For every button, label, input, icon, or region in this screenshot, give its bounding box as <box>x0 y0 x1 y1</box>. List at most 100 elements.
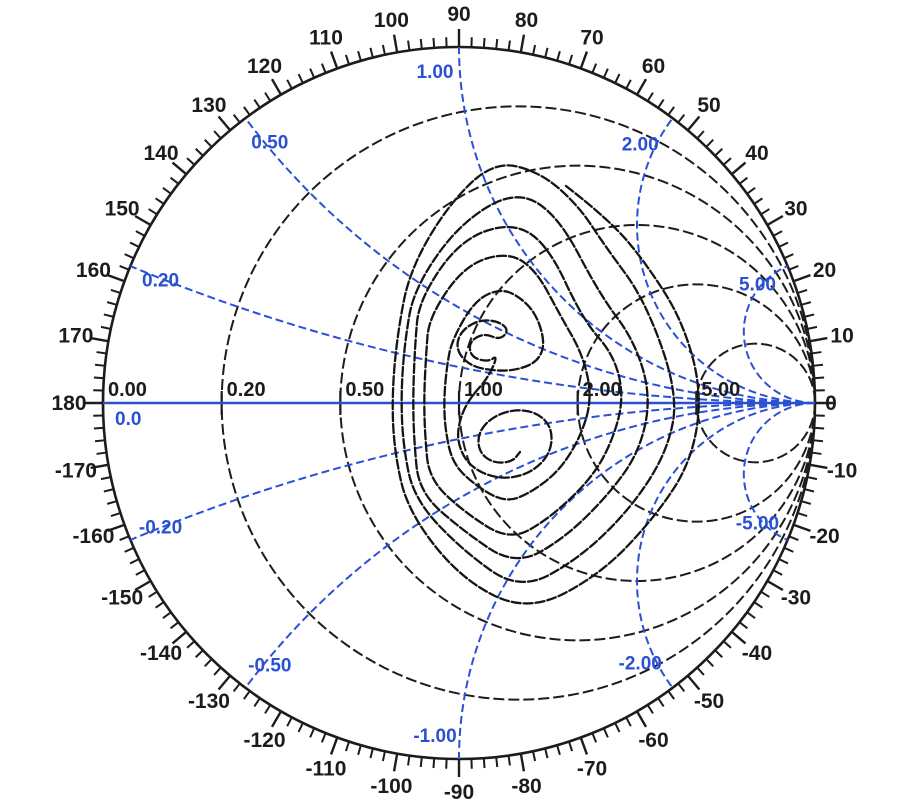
degree-labels: 0 10 20 30 40 50 60 70 80 90 100 110 120 130 140 150 160… <box>51 3 857 800</box>
angle-tick <box>320 63 327 73</box>
angle-tick <box>754 601 763 609</box>
reactance-arc-negative <box>130 402 816 541</box>
angle-tick <box>171 631 187 645</box>
resistance-value-label: 0.20 <box>227 379 266 401</box>
angle-tick <box>495 757 499 768</box>
angle-tick <box>739 622 749 630</box>
angle-tick <box>135 569 145 576</box>
angle-tick <box>668 691 675 700</box>
reactance-arc-positive <box>244 117 816 404</box>
s-parameter-trace <box>391 164 700 605</box>
angle-tick <box>270 78 282 95</box>
angle-tick <box>812 351 822 355</box>
angle-tick <box>119 535 129 542</box>
angle-tick <box>668 106 675 115</box>
angle-tick <box>798 288 808 294</box>
reactance-value-label: -0.50 <box>248 656 291 677</box>
angle-tick <box>253 99 261 108</box>
angle-tick <box>253 698 261 707</box>
angle-tick <box>217 115 231 131</box>
angle-tick <box>747 187 756 194</box>
angle-tick <box>761 591 770 598</box>
angle-tick <box>369 47 374 57</box>
angle-tick <box>706 139 714 147</box>
angle-tick <box>329 51 339 68</box>
angle-tick <box>432 37 436 47</box>
angle-tick <box>715 650 723 658</box>
degree-label: -110 <box>306 758 347 781</box>
angle-tick <box>807 476 818 481</box>
degree-label: 180 <box>51 392 86 415</box>
angle-tick <box>568 742 574 752</box>
reactance-arc-positive <box>130 265 816 404</box>
reactance-arcs <box>130 46 816 760</box>
angle-tick <box>789 535 799 542</box>
reactance-arc-positive <box>636 117 816 404</box>
angle-tick <box>482 759 486 769</box>
angle-tick <box>106 301 117 306</box>
angle-tick <box>217 675 231 691</box>
angle-tick <box>90 336 108 343</box>
angle-tick <box>392 34 399 52</box>
angle-tick <box>392 754 399 772</box>
angle-tick <box>93 426 103 430</box>
degree-label: 130 <box>191 94 226 117</box>
angle-tick <box>94 439 105 443</box>
reactance-arc-negative <box>636 402 816 689</box>
angle-tick <box>798 512 808 518</box>
angle-tick <box>93 376 103 380</box>
angle-tick <box>357 745 362 756</box>
angle-tick <box>344 54 350 64</box>
degree-label: -50 <box>694 690 724 713</box>
angle-tick <box>579 738 589 755</box>
angle-tick <box>731 161 747 175</box>
angle-tick <box>657 698 665 707</box>
angle-tick <box>614 723 621 733</box>
angle-tick <box>519 754 526 772</box>
angle-tick <box>381 44 386 55</box>
angle-tick <box>320 733 327 743</box>
reactance-arc-positive <box>458 46 816 404</box>
angle-tick <box>754 197 763 205</box>
angle-tick <box>495 38 499 49</box>
degree-label: 30 <box>784 198 807 221</box>
angle-tick <box>96 351 106 355</box>
angle-tick <box>779 558 789 565</box>
angle-tick <box>169 622 179 630</box>
degree-label: -10 <box>827 460 857 483</box>
angle-tick <box>657 99 665 108</box>
angle-tick <box>801 301 812 306</box>
angle-tick <box>568 54 574 64</box>
angle-tick <box>297 73 304 83</box>
angle-tick <box>779 241 789 248</box>
angle-tick <box>482 37 486 47</box>
degree-label: 160 <box>76 259 111 282</box>
angle-tick <box>124 253 134 259</box>
angle-tick <box>264 705 271 714</box>
degree-label: 100 <box>374 9 409 32</box>
angle-tick <box>805 313 815 318</box>
angle-tick <box>603 68 609 78</box>
angle-tick <box>213 667 221 676</box>
angle-tick <box>309 68 315 78</box>
angle-tick <box>134 214 151 226</box>
angle-tick <box>124 547 134 553</box>
angle-tick <box>678 683 686 693</box>
angle-tick <box>107 273 124 283</box>
angle-tick <box>419 757 423 768</box>
angle-tick <box>784 547 794 553</box>
angle-tick <box>794 523 811 533</box>
angle-tick <box>784 253 794 259</box>
reactance-value-label: 0.50 <box>251 132 288 153</box>
angle-tick <box>94 363 105 367</box>
angle-tick <box>186 157 195 165</box>
angle-tick <box>687 675 701 691</box>
angle-tick <box>134 580 151 592</box>
angle-tick <box>155 601 164 609</box>
angle-tick <box>789 264 799 271</box>
angle-tick <box>723 157 732 165</box>
angle-tick <box>243 691 250 700</box>
angle-tick <box>815 426 825 430</box>
reactance-value-label: -1.00 <box>413 726 456 747</box>
